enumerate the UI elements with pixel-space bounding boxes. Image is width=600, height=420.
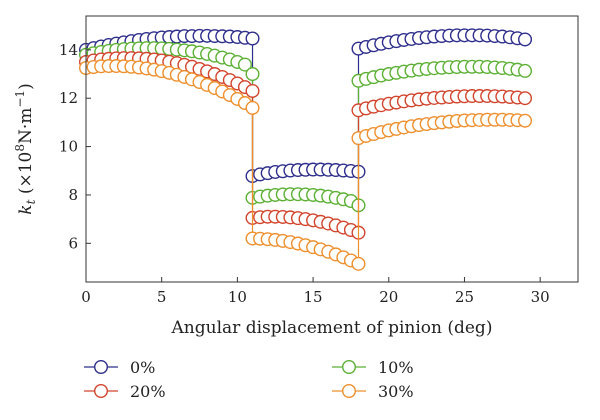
plot-frame bbox=[85, 15, 579, 283]
series-line bbox=[85, 57, 526, 234]
y-axis-unit-main-exponent: −1 bbox=[13, 90, 27, 108]
data-point bbox=[518, 113, 533, 128]
y-axis-symbol: k bbox=[16, 204, 36, 214]
data-point bbox=[518, 63, 533, 78]
y-axis-unit-open: (×10 bbox=[16, 152, 36, 200]
y-tick-label: 6 bbox=[68, 234, 78, 252]
x-tick-label: 30 bbox=[531, 288, 550, 306]
y-axis-unit-close: ) bbox=[16, 83, 36, 90]
legend-item: 30% bbox=[332, 382, 414, 401]
legend-item: 20% bbox=[84, 382, 166, 401]
x-tick-label: 20 bbox=[379, 288, 398, 306]
series-layer bbox=[78, 28, 533, 271]
data-point bbox=[245, 83, 260, 98]
x-tick-label: 15 bbox=[304, 288, 323, 306]
legend-label: 10% bbox=[378, 358, 414, 377]
y-axis-label: kt (×108N·m−1) bbox=[13, 83, 38, 214]
legend-item: 10% bbox=[332, 358, 414, 377]
y-axis-unit-main: N·m bbox=[16, 108, 36, 144]
data-point bbox=[518, 91, 533, 106]
series-2 bbox=[78, 51, 533, 240]
series-1 bbox=[78, 41, 533, 213]
x-tick-label: 5 bbox=[157, 288, 167, 306]
data-point bbox=[245, 100, 260, 115]
legend: 0% 10% 20% 30% bbox=[84, 358, 414, 401]
data-point bbox=[245, 67, 260, 82]
ticks-layer: 0 5 10 15 20 25 30 6 8 10 12 14 bbox=[59, 41, 550, 306]
legend-marker bbox=[93, 384, 108, 399]
legend-label: 0% bbox=[130, 358, 155, 377]
legend-marker bbox=[342, 384, 357, 399]
series-0 bbox=[78, 28, 533, 184]
x-tick-label: 0 bbox=[81, 288, 91, 306]
x-tick-label: 10 bbox=[228, 288, 247, 306]
legend-item: 0% bbox=[84, 358, 155, 377]
y-axis-unit-exponent: 8 bbox=[13, 144, 27, 152]
legend-marker bbox=[93, 360, 108, 375]
legend-marker bbox=[342, 360, 357, 375]
y-tick-label: 14 bbox=[59, 41, 78, 59]
data-point bbox=[351, 256, 366, 271]
y-tick-label: 12 bbox=[59, 89, 78, 107]
y-tick-label: 10 bbox=[59, 138, 78, 156]
data-point bbox=[245, 31, 260, 46]
x-tick-label: 25 bbox=[455, 288, 474, 306]
x-axis-label: Angular displacement of pinion (deg) bbox=[171, 318, 493, 338]
data-point bbox=[518, 32, 533, 47]
legend-label: 30% bbox=[378, 382, 414, 401]
y-axis-symbol-sub: t bbox=[24, 199, 38, 204]
data-point bbox=[237, 57, 252, 72]
legend-label: 20% bbox=[130, 382, 166, 401]
y-tick-label: 8 bbox=[68, 186, 78, 204]
